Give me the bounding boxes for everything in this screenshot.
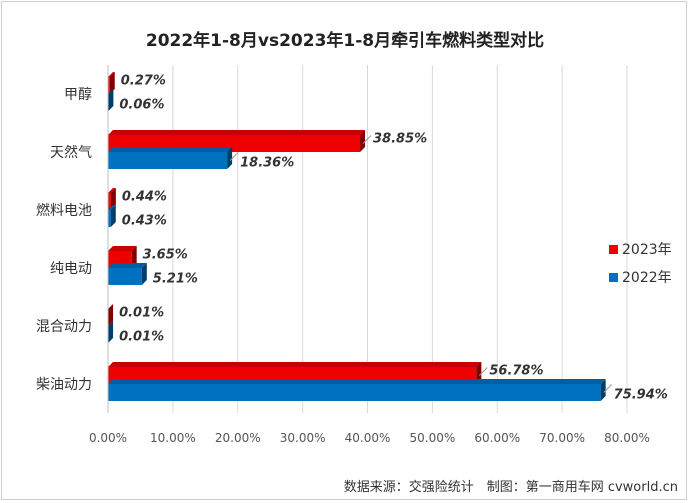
x-tick-label-8: 80.00% (604, 431, 650, 445)
bar-top-0-1 (108, 130, 366, 135)
leader-line-1-1 (229, 152, 239, 161)
x-tick-label-3: 30.00% (280, 431, 326, 445)
bar-side-0-1 (360, 130, 366, 152)
data-label-1-2: 0.43% (122, 214, 167, 229)
bar-top-1-1 (108, 147, 233, 152)
bar-1-3 (108, 268, 142, 285)
x-tick-label-2: 20.00% (215, 431, 261, 445)
bar-side-0-2 (110, 188, 116, 210)
data-label-0-1: 38.85% (373, 132, 427, 147)
bar-side-0-3 (131, 246, 137, 268)
bar-top-0-2 (108, 188, 116, 193)
bar-side-1-0 (108, 89, 114, 111)
bar-top-1-3 (108, 263, 147, 268)
bar-1-5 (108, 384, 601, 401)
legend-label-0: 2023年 (622, 242, 672, 258)
x-tick-label-7: 70.00% (539, 431, 585, 445)
leader-line-0-1 (362, 135, 372, 144)
bar-side-0-4 (108, 304, 114, 326)
bar-top-0-3 (108, 246, 137, 251)
bar-side-0-0 (109, 72, 115, 94)
data-label-0-4: 0.01% (119, 306, 164, 321)
x-tick-label-1: 10.00% (150, 431, 196, 445)
leader-line-1-5 (603, 384, 613, 393)
bar-1-1 (108, 152, 228, 169)
x-tick-label-4: 40.00% (345, 431, 391, 445)
data-label-1-3: 5.21% (153, 272, 198, 287)
bar-top-1-4 (108, 321, 114, 326)
x-tick-label-6: 60.00% (474, 431, 520, 445)
data-label-1-4: 0.01% (119, 330, 164, 345)
chart-title: 2022年1-8月vs2023年1-8月牵引车燃料类型对比 (145, 31, 545, 51)
category-label-5: 柴油动力 (36, 377, 92, 393)
category-label-2: 燃料电池 (36, 202, 92, 219)
bar-1-2 (108, 210, 111, 227)
category-label-0: 甲醇 (64, 86, 92, 103)
bar-side-0-5 (476, 362, 482, 384)
legend-swatch-0 (609, 245, 618, 254)
bar-0-2 (108, 193, 111, 210)
bar-side-1-2 (110, 205, 116, 227)
bar-side-1-1 (227, 147, 233, 169)
bar-side-1-4 (108, 321, 114, 343)
bar-side-1-5 (600, 379, 606, 401)
bar-0-0 (108, 77, 110, 94)
data-label-0-0: 0.27% (121, 74, 166, 89)
category-label-3: 纯电动 (50, 261, 92, 277)
bar-top-0-0 (108, 72, 115, 77)
source-note: 数据来源：交强险统计 制图：第一商用车网 cvworld.cn (343, 480, 678, 495)
data-label-0-3: 3.65% (143, 248, 188, 263)
data-label-1-5: 75.94% (614, 388, 668, 403)
x-tick-label-0: 0.00% (89, 431, 127, 445)
legend-swatch-1 (609, 273, 618, 282)
leader-line-0-5 (479, 367, 488, 376)
bar-top-1-5 (108, 379, 606, 384)
bar-side-1-3 (141, 263, 147, 285)
bar-top-0-4 (108, 304, 114, 309)
category-label-1: 天然气 (50, 144, 92, 161)
bar-top-1-2 (108, 205, 116, 210)
x-tick-label-5: 50.00% (409, 431, 455, 445)
data-label-0-5: 56.78% (489, 364, 543, 379)
data-label-1-0: 0.06% (119, 98, 164, 113)
category-label-4: 混合动力 (36, 319, 92, 335)
data-label-1-1: 18.36% (240, 156, 294, 171)
data-label-0-2: 0.44% (122, 190, 167, 205)
legend-label-1: 2022年 (622, 270, 672, 286)
bar-top-0-5 (108, 362, 482, 367)
bar-top-1-0 (108, 89, 114, 94)
